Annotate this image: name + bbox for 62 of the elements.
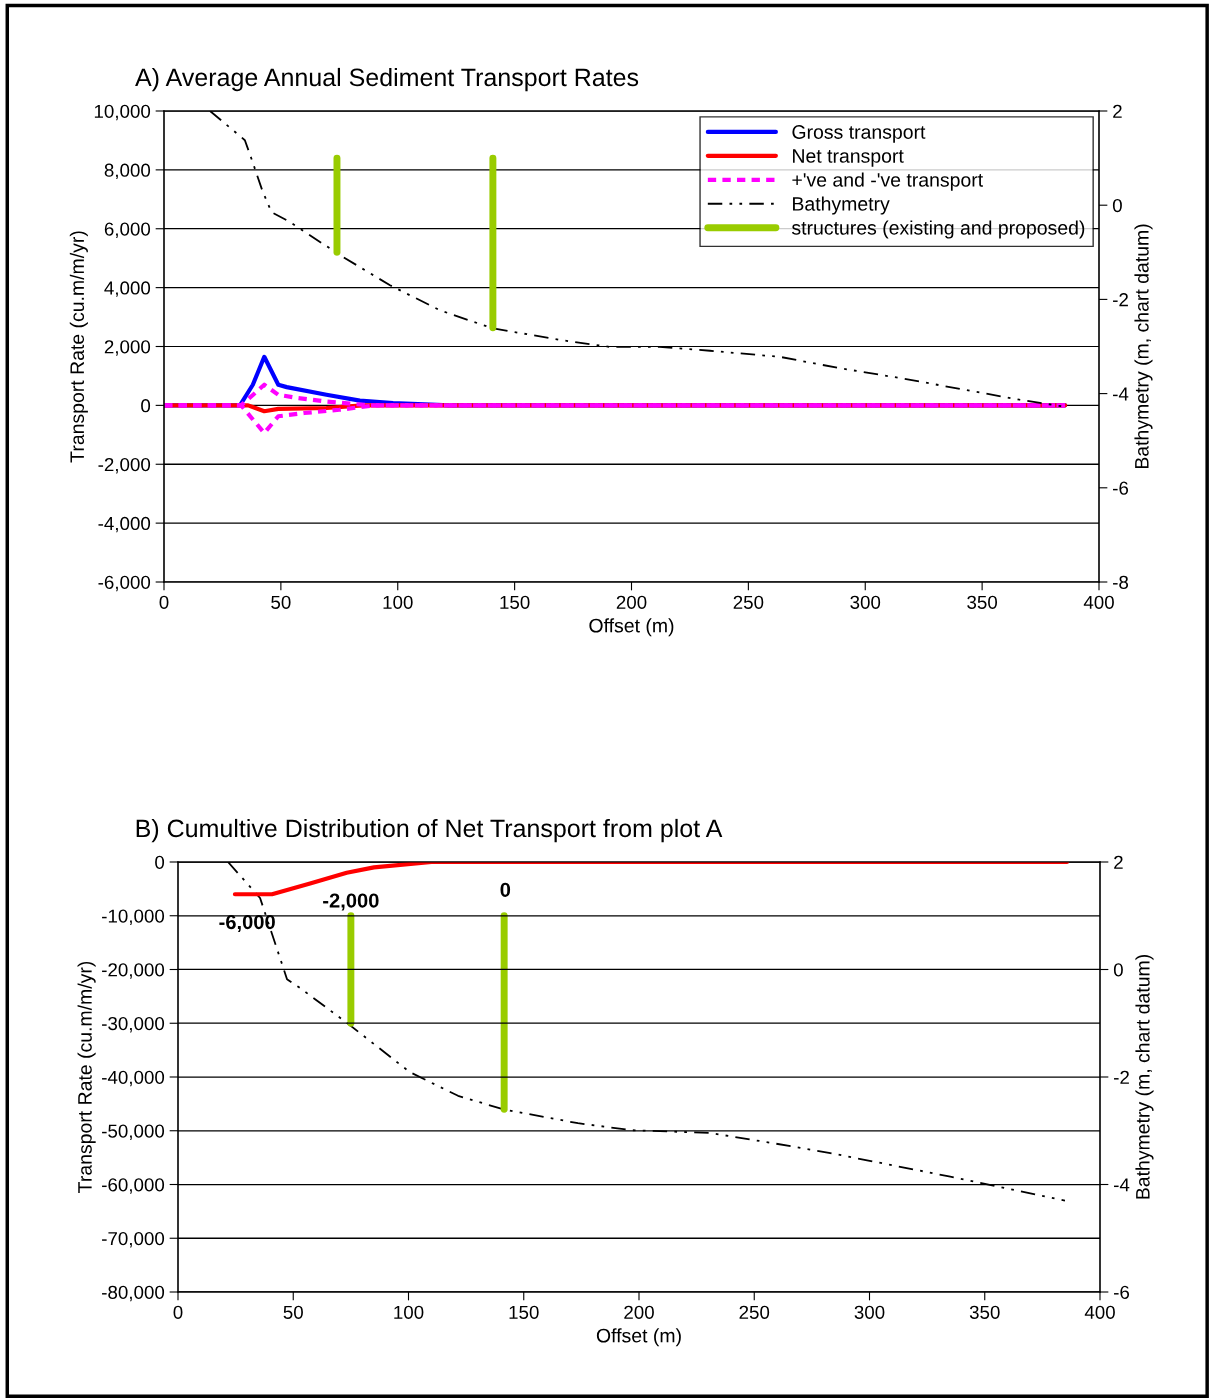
y-tick-label: 10,000: [94, 104, 151, 121]
y-tick-label: 0: [155, 855, 165, 869]
y-tick-label: -2,000: [98, 457, 151, 474]
y2-tick-label: 2: [1114, 855, 1123, 869]
x-tick-label: 0: [173, 1305, 183, 1319]
y-tick-label: -30,000: [102, 1016, 165, 1033]
y2-tick-label: -6: [1113, 481, 1129, 495]
x-tick-label: 400: [1083, 595, 1114, 609]
legend-label: structures (existing and proposed): [791, 220, 1085, 239]
y2-tick-label: 2: [1113, 104, 1122, 118]
x-tick-label: 250: [733, 595, 764, 609]
y-tick-label: -10,000: [102, 909, 165, 925]
y2-tick-label: -4: [1114, 1178, 1130, 1192]
y-tick-label: -60,000: [102, 1178, 165, 1194]
x-tick-label: 250: [739, 1305, 770, 1319]
x-tick-label: 150: [500, 595, 530, 609]
y2-tick-label: -6: [1114, 1285, 1130, 1299]
chart-title: A) Average Annual Sediment Transport Rates: [135, 67, 639, 92]
x-tick-label: 300: [850, 595, 881, 609]
y2-tick-label: -8: [1113, 575, 1129, 589]
x-tick-label: 50: [271, 595, 291, 609]
y-tick-label: -40,000: [102, 1070, 165, 1087]
x-tick-label: 100: [383, 595, 413, 609]
y2-axis-title: Bathymetry (m, chart datum): [1134, 224, 1153, 469]
x-tick-label: 350: [967, 595, 998, 609]
y-tick-label: 6,000: [104, 222, 151, 238]
y-tick-label: 8,000: [104, 163, 151, 180]
annotation: -2,000: [323, 893, 379, 911]
y2-tick-label: -2: [1113, 293, 1128, 307]
y2-tick-label: 0: [1112, 198, 1122, 213]
annotation: 0: [500, 882, 511, 897]
y2-axis-title: Bathymetry (m, chart datum): [1135, 955, 1154, 1199]
x-tick-label: 100: [394, 1305, 424, 1319]
legend-label: +'ve and -'ve transport: [792, 172, 983, 191]
x-tick-label: 50: [283, 1305, 303, 1319]
y2-tick-label: -2: [1114, 1070, 1129, 1084]
x-tick-label: 150: [509, 1305, 539, 1319]
y-axis-title: Transport Rate (cu.m/m/yr): [77, 961, 96, 1193]
x-axis-title: Offset (m): [596, 1328, 681, 1347]
y-tick-label: -50,000: [102, 1124, 165, 1140]
y-tick-label: -70,000: [102, 1231, 165, 1248]
y-tick-label: -20,000: [102, 963, 165, 979]
annotation: -6,000: [219, 914, 275, 933]
chart-title: B) Cumultive Distribution of Net Transport from plot A: [136, 818, 723, 843]
x-tick-label: 200: [624, 1305, 654, 1319]
y2-tick-label: 0: [1113, 963, 1123, 977]
x-axis-title: Offset (m): [589, 618, 674, 637]
y-tick-label: -80,000: [102, 1285, 165, 1302]
legend-label: Bathymetry: [793, 196, 890, 215]
x-tick-label: 300: [854, 1305, 885, 1319]
x-tick-label: 350: [969, 1305, 1000, 1319]
y-tick-label: 4,000: [104, 281, 151, 297]
y-axis-title: Transport Rate (cu.m/m/yr): [69, 231, 88, 463]
legend-label: Gross transport: [792, 125, 926, 143]
x-tick-label: 400: [1084, 1305, 1115, 1319]
y2-tick-label: -4: [1113, 387, 1129, 401]
y-tick-label: -4,000: [98, 516, 151, 533]
y-tick-label: 2,000: [104, 340, 151, 356]
y-tick-label: 0: [141, 399, 151, 413]
y-tick-label: -6,000: [98, 575, 151, 592]
legend-label: Net transport: [793, 149, 904, 167]
x-tick-label: 200: [616, 595, 647, 609]
